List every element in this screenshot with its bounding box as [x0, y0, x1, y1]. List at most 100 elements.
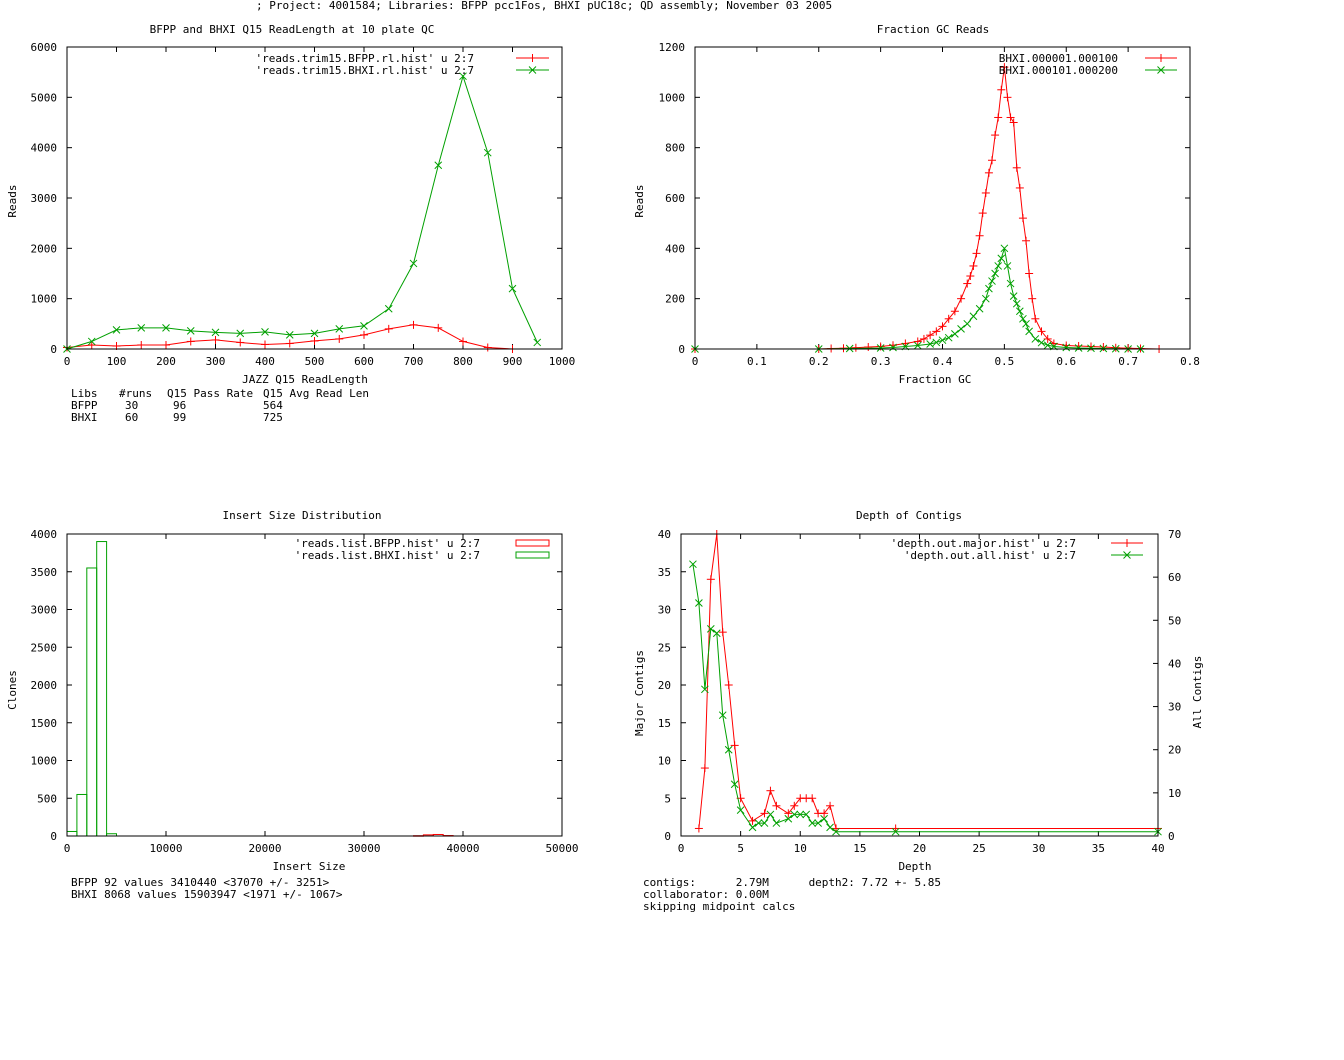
x-tick-label: 100 — [107, 355, 127, 368]
legend-label: 'depth.out.all.hist' u 2:7 — [904, 549, 1076, 562]
gc-series-0 — [691, 63, 1164, 353]
point-marker — [1074, 344, 1083, 352]
page-header: ; Project: 4001584; Libraries: BFPP pcc1… — [256, 0, 833, 12]
point-marker — [994, 262, 1003, 270]
y-tick-label: 6000 — [31, 41, 58, 54]
x-tick-label: 0.3 — [871, 355, 891, 368]
y2-tick-label: 20 — [1168, 744, 1181, 757]
y-tick-label: 2000 — [31, 679, 58, 692]
histogram-bar — [86, 567, 98, 837]
x-tick-label: 0.1 — [747, 355, 767, 368]
depth-plot-frame — [680, 533, 1159, 837]
point-marker — [913, 341, 922, 350]
x-tick-label: 15 — [853, 842, 866, 855]
point-marker — [1012, 299, 1021, 308]
point-marker — [1123, 551, 1131, 559]
insert-series-1 — [66, 541, 117, 837]
point-marker — [261, 328, 269, 336]
y-tick-label: 30 — [658, 604, 671, 617]
x-tick-label: 700 — [404, 355, 424, 368]
x-tick-label: 900 — [503, 355, 523, 368]
depth-xlabel: Depth — [898, 860, 931, 873]
point-marker — [360, 321, 368, 330]
y-tick-label: 0 — [678, 343, 685, 356]
x-tick-label: 10 — [794, 842, 807, 855]
point-marker — [802, 810, 811, 819]
gc-series-1 — [691, 244, 1145, 353]
point-marker — [748, 823, 757, 832]
y-tick-label: 600 — [665, 192, 685, 205]
readlength-ylabel: Reads — [6, 184, 19, 217]
point-marker — [1000, 244, 1009, 253]
x-tick-label: 0.2 — [809, 355, 829, 368]
point-marker — [784, 814, 793, 823]
legend-label: 'reads.trim15.BHXI.rl.hist' u 2:7 — [255, 64, 474, 77]
point-marker — [891, 827, 900, 836]
point-marker — [695, 599, 703, 607]
point-marker — [985, 284, 993, 293]
point-marker — [997, 254, 1006, 263]
depth-series-1 — [689, 560, 1162, 836]
point-marker — [1025, 327, 1033, 336]
x-tick-label: 40 — [1151, 842, 1164, 855]
point-marker — [508, 284, 517, 293]
y-tick-label: 0 — [50, 830, 57, 843]
depth-note-contigs: contigs: 2.79M depth2: 7.72 +- 5.85 — [643, 876, 942, 889]
point-marker — [434, 161, 443, 170]
x-tick-label: 1000 — [549, 355, 576, 368]
point-marker — [944, 333, 953, 342]
point-marker — [87, 337, 96, 346]
y-tick-label: 2500 — [31, 641, 58, 654]
point-marker — [1157, 66, 1165, 74]
y-tick-label: 4000 — [31, 528, 58, 541]
point-marker — [533, 338, 542, 347]
point-marker — [754, 819, 763, 827]
insert-note-bfpp: BFPP 92 values 3410440 <37070 +/- 3251> — [71, 876, 330, 889]
series-line — [692, 564, 1158, 833]
y-tick-label: 40 — [658, 528, 671, 541]
readlength-table-cell: 99 — [173, 411, 187, 424]
point-marker — [1019, 314, 1027, 323]
series-line — [695, 67, 1160, 350]
point-marker — [963, 319, 972, 328]
x-tick-label: 0.4 — [933, 355, 953, 368]
point-marker — [766, 810, 775, 819]
point-marker — [1099, 344, 1108, 353]
y-tick-label: 3000 — [31, 604, 58, 617]
depth-note-collaborator: collaborator: 0.00M — [643, 888, 769, 901]
y2-tick-label: 60 — [1168, 571, 1181, 584]
legend-label: 'reads.trim15.BFPP.rl.hist' u 2:7 — [255, 52, 474, 65]
y2-tick-label: 10 — [1168, 787, 1181, 800]
point-marker — [700, 685, 709, 694]
y-tick-label: 200 — [665, 293, 685, 306]
legend-label: BHXI.000001.000100 — [999, 52, 1118, 65]
point-marker — [736, 806, 745, 814]
x-tick-label: 20000 — [248, 842, 281, 855]
histogram-bar — [96, 541, 108, 837]
point-marker — [760, 819, 769, 827]
point-marker — [826, 823, 834, 832]
y-tick-label: 400 — [665, 242, 685, 255]
y-tick-label: 1500 — [31, 717, 58, 730]
x-tick-label: 10000 — [149, 842, 182, 855]
point-marker — [981, 294, 990, 303]
readlength-table-col-runs: #runs — [119, 387, 153, 400]
readlength-plot-frame — [66, 46, 563, 350]
x-tick-label: 0 — [64, 355, 71, 368]
readlength-table-cell: BFPP — [71, 399, 98, 412]
point-marker — [1009, 292, 1018, 301]
point-marker — [483, 148, 492, 157]
x-tick-label: 300 — [206, 355, 226, 368]
readlength-series-0 — [63, 320, 517, 353]
y-tick-label: 4000 — [31, 142, 58, 155]
y-tick-label: 1200 — [659, 41, 686, 54]
y-tick-label: 5000 — [31, 91, 58, 104]
y-tick-label: 500 — [37, 792, 57, 805]
point-marker — [409, 259, 418, 268]
x-tick-label: 0.8 — [1180, 355, 1200, 368]
depth-y2label: All Contigs — [1191, 656, 1204, 729]
point-marker — [724, 745, 733, 754]
y2-tick-label: 40 — [1168, 657, 1181, 670]
y-tick-label: 0 — [50, 343, 57, 356]
